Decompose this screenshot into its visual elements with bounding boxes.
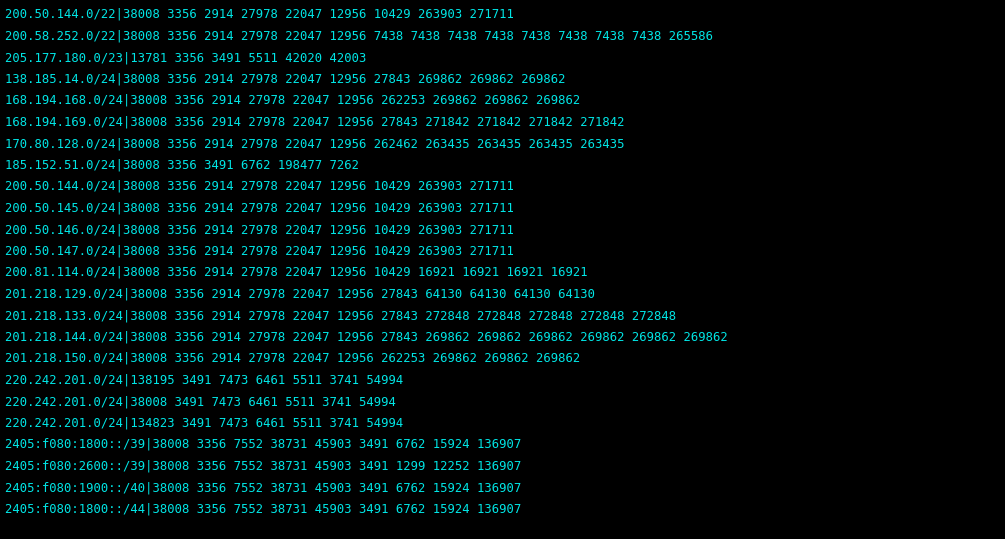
Text: 200.50.146.0/24|38008 3356 2914 27978 22047 12956 10429 263903 271711: 200.50.146.0/24|38008 3356 2914 27978 22…	[5, 223, 514, 236]
Text: 2405:f080:2600::/39|38008 3356 7552 38731 45903 3491 1299 12252 136907: 2405:f080:2600::/39|38008 3356 7552 3873…	[5, 460, 522, 473]
Text: 220.242.201.0/24|38008 3491 7473 6461 5511 3741 54994: 220.242.201.0/24|38008 3491 7473 6461 55…	[5, 395, 396, 408]
Text: 205.177.180.0/23|13781 3356 3491 5511 42020 42003: 205.177.180.0/23|13781 3356 3491 5511 42…	[5, 51, 367, 64]
Text: 168.194.169.0/24|38008 3356 2914 27978 22047 12956 27843 271842 271842 271842 27: 168.194.169.0/24|38008 3356 2914 27978 2…	[5, 115, 624, 128]
Text: 200.81.114.0/24|38008 3356 2914 27978 22047 12956 10429 16921 16921 16921 16921: 200.81.114.0/24|38008 3356 2914 27978 22…	[5, 266, 588, 279]
Text: 2405:f080:1800::/39|38008 3356 7552 38731 45903 3491 6762 15924 136907: 2405:f080:1800::/39|38008 3356 7552 3873…	[5, 438, 522, 451]
Text: 200.50.147.0/24|38008 3356 2914 27978 22047 12956 10429 263903 271711: 200.50.147.0/24|38008 3356 2914 27978 22…	[5, 245, 514, 258]
Text: 201.218.133.0/24|38008 3356 2914 27978 22047 12956 27843 272848 272848 272848 27: 201.218.133.0/24|38008 3356 2914 27978 2…	[5, 309, 676, 322]
Text: 200.58.252.0/22|38008 3356 2914 27978 22047 12956 7438 7438 7438 7438 7438 7438 : 200.58.252.0/22|38008 3356 2914 27978 22…	[5, 30, 713, 43]
Text: 185.152.51.0/24|38008 3356 3491 6762 198477 7262: 185.152.51.0/24|38008 3356 3491 6762 198…	[5, 158, 359, 171]
Text: 201.218.144.0/24|38008 3356 2914 27978 22047 12956 27843 269862 269862 269862 26: 201.218.144.0/24|38008 3356 2914 27978 2…	[5, 330, 728, 343]
Text: 200.50.144.0/24|38008 3356 2914 27978 22047 12956 10429 263903 271711: 200.50.144.0/24|38008 3356 2914 27978 22…	[5, 180, 514, 193]
Text: 200.50.144.0/22|38008 3356 2914 27978 22047 12956 10429 263903 271711: 200.50.144.0/22|38008 3356 2914 27978 22…	[5, 8, 514, 21]
Text: 2405:f080:1800::/44|38008 3356 7552 38731 45903 3491 6762 15924 136907: 2405:f080:1800::/44|38008 3356 7552 3873…	[5, 502, 522, 515]
Text: 168.194.168.0/24|38008 3356 2914 27978 22047 12956 262253 269862 269862 269862: 168.194.168.0/24|38008 3356 2914 27978 2…	[5, 94, 580, 107]
Text: 220.242.201.0/24|134823 3491 7473 6461 5511 3741 54994: 220.242.201.0/24|134823 3491 7473 6461 5…	[5, 417, 403, 430]
Text: 220.242.201.0/24|138195 3491 7473 6461 5511 3741 54994: 220.242.201.0/24|138195 3491 7473 6461 5…	[5, 374, 403, 386]
Text: 2405:f080:1900::/40|38008 3356 7552 38731 45903 3491 6762 15924 136907: 2405:f080:1900::/40|38008 3356 7552 3873…	[5, 481, 522, 494]
Text: 138.185.14.0/24|38008 3356 2914 27978 22047 12956 27843 269862 269862 269862: 138.185.14.0/24|38008 3356 2914 27978 22…	[5, 73, 566, 86]
Text: 200.50.145.0/24|38008 3356 2914 27978 22047 12956 10429 263903 271711: 200.50.145.0/24|38008 3356 2914 27978 22…	[5, 202, 514, 215]
Text: 201.218.150.0/24|38008 3356 2914 27978 22047 12956 262253 269862 269862 269862: 201.218.150.0/24|38008 3356 2914 27978 2…	[5, 352, 580, 365]
Text: 201.218.129.0/24|38008 3356 2914 27978 22047 12956 27843 64130 64130 64130 64130: 201.218.129.0/24|38008 3356 2914 27978 2…	[5, 287, 595, 301]
Text: 170.80.128.0/24|38008 3356 2914 27978 22047 12956 262462 263435 263435 263435 26: 170.80.128.0/24|38008 3356 2914 27978 22…	[5, 137, 624, 150]
